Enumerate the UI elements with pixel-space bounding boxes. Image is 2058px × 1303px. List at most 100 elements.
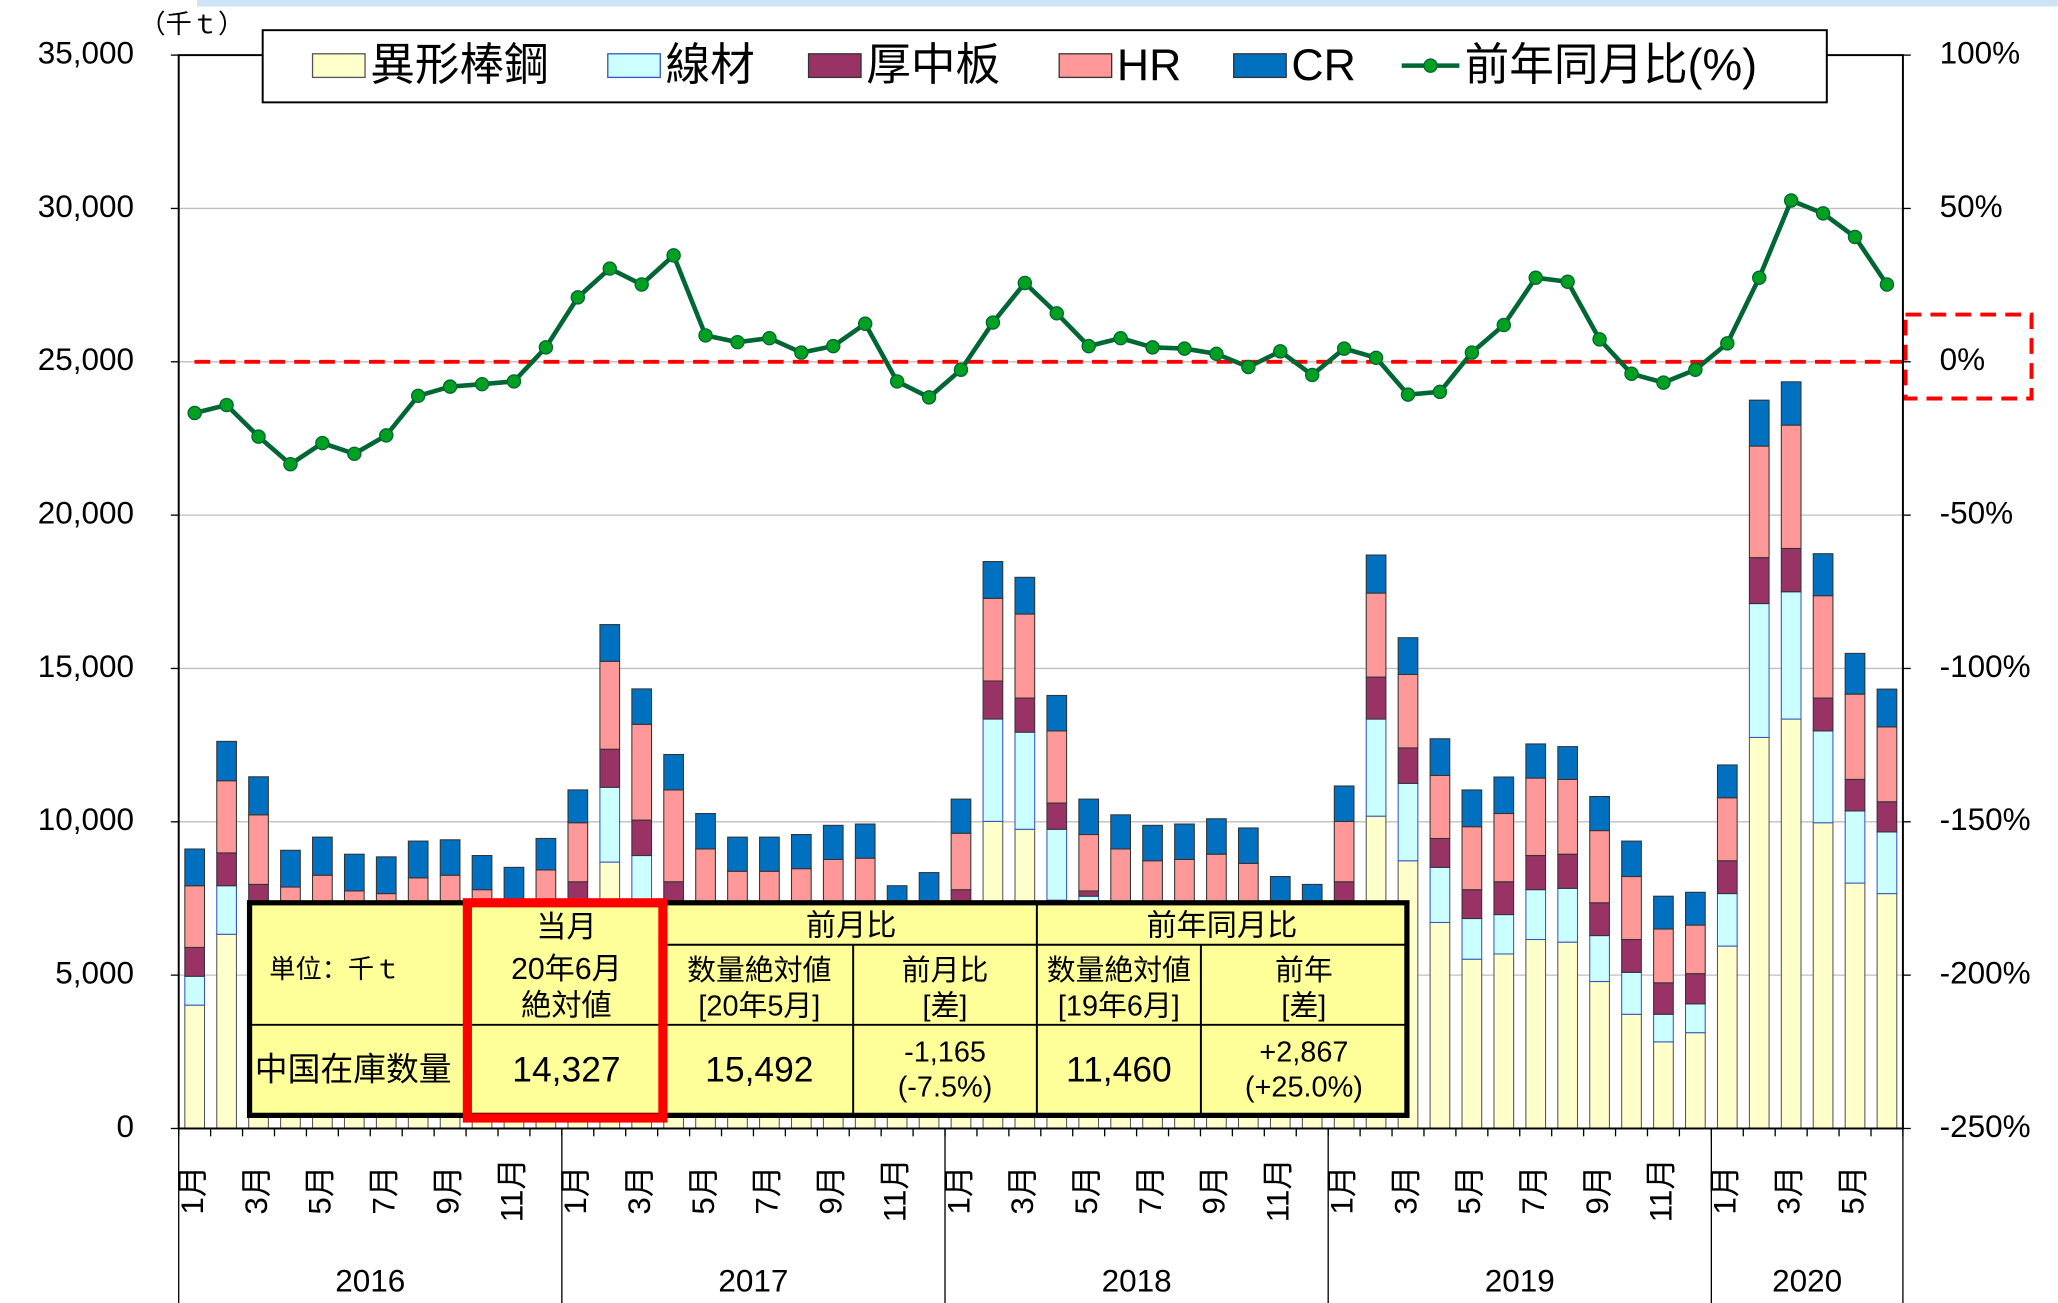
bar-segment: [1046, 694, 1068, 732]
line-marker: [379, 428, 394, 443]
line-marker: [1304, 367, 1320, 383]
line-marker: [1656, 375, 1671, 390]
bar-segment: [631, 819, 653, 857]
y2-tick-label: 50%: [1940, 188, 2003, 224]
line-marker: [251, 429, 266, 444]
bar-segment: [343, 853, 365, 892]
table-subheader: [20年5月]: [698, 990, 820, 1022]
x-tick-label: 7月: [1515, 1166, 1551, 1215]
bar-segment: [216, 780, 237, 854]
legend-box: [261, 29, 1828, 104]
table-subheader: [差]: [1281, 990, 1326, 1022]
line-marker: [1496, 317, 1512, 333]
bar-segment: [1078, 834, 1100, 892]
line-marker: [666, 248, 681, 263]
line-marker: [985, 315, 1001, 330]
bar-segment: [567, 789, 589, 824]
bar-segment: [1716, 797, 1738, 862]
bar-segment: [1429, 866, 1451, 923]
bar-segment: [567, 822, 589, 883]
bar-segment: [1461, 826, 1483, 891]
bar-segment: [599, 624, 621, 662]
bar-segment: [1653, 928, 1674, 984]
x-tick-label: 9月: [1579, 1166, 1615, 1215]
x-tick-label: 9月: [429, 1166, 465, 1215]
y2-tick-label: -250%: [1940, 1108, 2031, 1144]
x-tick-label: 11月: [493, 1158, 529, 1222]
x-tick-label: 5月: [302, 1166, 338, 1215]
y2-tick-label: -100%: [1940, 648, 2031, 684]
bar-segment: [982, 718, 1004, 822]
bar-segment: [1110, 814, 1132, 850]
bar-segment: [982, 680, 1004, 720]
table-subheader: 前年: [1275, 955, 1333, 987]
line-marker: [347, 446, 362, 462]
bar-segment: [1206, 818, 1227, 855]
x-tick-label: 1月: [940, 1166, 976, 1215]
legend-swatch: [807, 53, 862, 79]
x-tick-label: 7月: [749, 1166, 785, 1215]
bar-segment: [1621, 1013, 1642, 1130]
x-tick-label: 5月: [1068, 1166, 1104, 1215]
bar-segment: [1589, 935, 1610, 983]
legend-label: 異形棒鋼: [370, 41, 548, 90]
bar-segment: [1429, 921, 1451, 1130]
bar-segment: [854, 823, 876, 859]
line-marker: [1209, 346, 1224, 362]
x-tick-label: 9月: [813, 1166, 849, 1215]
line-marker: [570, 290, 586, 305]
bar-segment: [1557, 941, 1579, 1130]
table-cell: (-7.5%): [898, 1072, 993, 1104]
x-tick-label: 1月: [557, 1166, 593, 1215]
bar-segment: [1429, 837, 1451, 868]
bar-segment: [663, 753, 684, 791]
y-tick-label: 15,000: [38, 648, 134, 684]
x-tick-label: 7月: [1132, 1166, 1168, 1215]
bar-segment: [1333, 820, 1355, 883]
bar-segment: [184, 848, 206, 887]
bar-segment: [1653, 982, 1674, 1015]
x-group-label: 2017: [718, 1263, 788, 1299]
top-band: [197, 0, 2058, 7]
line-marker: [187, 405, 202, 421]
bar-segment: [1748, 736, 1770, 1130]
bar-segment: [1589, 902, 1610, 937]
legend-swatch: [1058, 53, 1113, 79]
legend-swatch: [311, 53, 366, 79]
bar-segment: [663, 789, 684, 883]
bar-segment: [1397, 782, 1419, 862]
bar-segment: [184, 1004, 206, 1130]
bar-segment: [1078, 890, 1100, 897]
x-tick-label: 5月: [1451, 1166, 1487, 1215]
line-marker: [1847, 229, 1863, 245]
legend-label: CR: [1291, 41, 1355, 90]
bar-segment: [1365, 718, 1387, 817]
line-marker: [826, 338, 841, 354]
line-marker: [283, 457, 298, 472]
bar-segment: [1685, 1032, 1706, 1130]
bar-segment: [1397, 747, 1419, 784]
x-tick-label: 5月: [1834, 1166, 1870, 1215]
table-subheader: [19年6月]: [1058, 990, 1180, 1022]
bar-segment: [1461, 958, 1483, 1130]
y-tick-label: 5,000: [55, 954, 134, 990]
bar-segment: [1780, 591, 1802, 720]
x-tick-label: 11月: [876, 1158, 912, 1222]
bar-segment: [1748, 557, 1770, 605]
bar-segment: [1461, 918, 1483, 960]
bar-segment: [1621, 938, 1642, 973]
line-marker: [1177, 341, 1192, 356]
bar-segment: [1876, 831, 1898, 895]
line-marker: [762, 330, 777, 346]
bar-segment: [1812, 730, 1834, 824]
bar-segment: [1812, 595, 1834, 699]
table-cell: +2,867: [1259, 1036, 1348, 1068]
table-cell: 14,327: [512, 1049, 620, 1089]
bar-segment: [1844, 652, 1866, 695]
bar-segment: [1397, 673, 1419, 749]
bar-segment: [280, 849, 301, 888]
bar-segment: [375, 856, 397, 895]
bar-segment: [1525, 854, 1547, 891]
bar-segment: [1365, 676, 1387, 720]
